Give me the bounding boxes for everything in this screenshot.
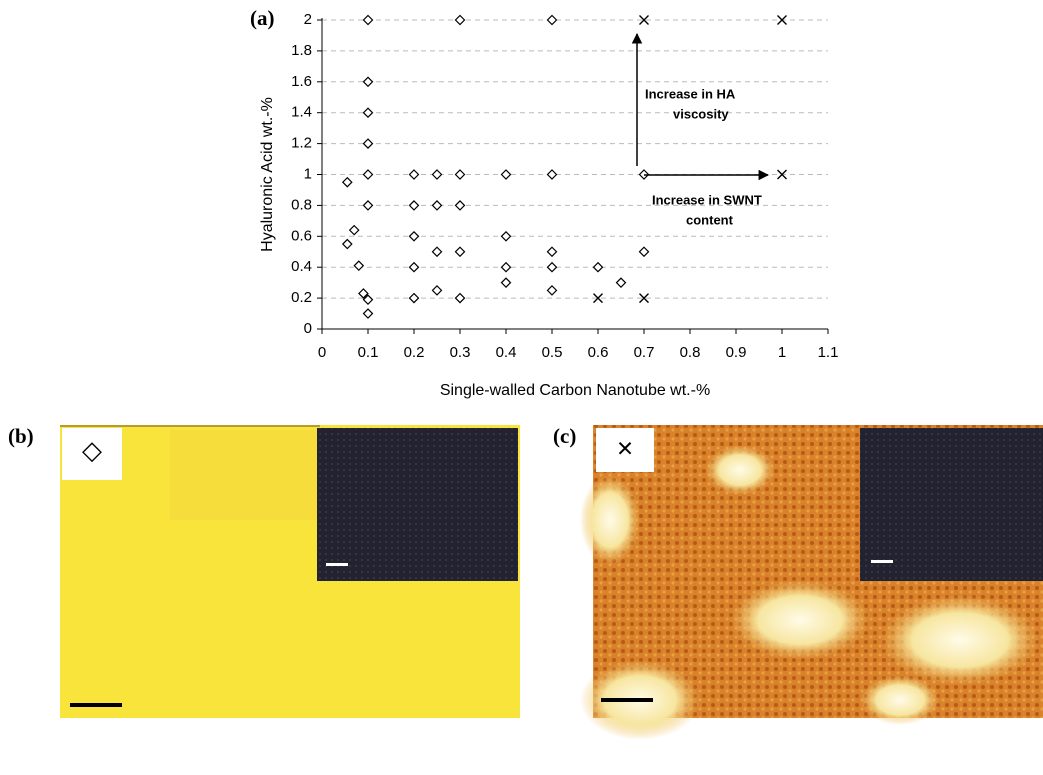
symbol-box (62, 428, 122, 480)
diamond-point (362, 294, 374, 305)
texture (170, 430, 320, 520)
diamond-point (362, 169, 374, 180)
x-tick-label: 0.5 (542, 344, 563, 361)
scale-bar (601, 698, 653, 702)
diamond-point (408, 261, 420, 273)
diamond-point (362, 200, 374, 211)
y-tick-label: 0.2 (291, 289, 312, 306)
texture (730, 580, 870, 660)
diamond-point (454, 200, 466, 211)
diamond-point (362, 14, 374, 26)
diamond-point (431, 200, 443, 211)
inset (860, 428, 1043, 581)
x-tick-label: 0 (318, 344, 326, 361)
diamond-point (431, 169, 443, 180)
diamond-point (454, 169, 466, 180)
x-tick-label: 1.1 (818, 344, 839, 361)
y-tick-label: 1.4 (291, 104, 312, 121)
y-tick-label: 0.4 (291, 258, 312, 275)
panel-label: (a) (250, 6, 275, 30)
texture (860, 675, 940, 725)
diamond-point (500, 261, 512, 273)
x-tick-label: 0.4 (496, 344, 517, 361)
x-tick-label: 0.7 (634, 344, 655, 361)
symbol: × (617, 432, 633, 463)
plot-area: 0 0.2 0.4 0.6 0.8 1 1.2 1.4 1.6 1.8 2 0 0.1 0.2 0.3 0.4… (259, 11, 838, 399)
symbol-box (596, 428, 654, 472)
diamond-point (454, 14, 466, 26)
diamond-point (546, 261, 558, 273)
y-tick-label: 0 (304, 320, 312, 337)
y-tick-label: 1.6 (291, 73, 312, 90)
texture (580, 475, 640, 565)
scale-bar (326, 563, 348, 566)
y-tick-label: 2 (304, 11, 312, 28)
y-tick-label: 1 (304, 165, 312, 182)
x-tick-label: 0.8 (680, 344, 701, 361)
diamond-point (454, 292, 466, 304)
diamond-point (500, 230, 512, 242)
diamond-point (500, 277, 512, 288)
diamond-point (454, 246, 466, 258)
x-tick-label: 0.2 (404, 344, 425, 361)
diamond-point (615, 277, 627, 288)
edge (60, 425, 320, 427)
diamond-point (341, 238, 353, 250)
diamond-point (546, 285, 558, 296)
diamond-point (408, 292, 420, 304)
x-tick-label: 0.1 (358, 344, 379, 361)
diamond-point (358, 288, 369, 299)
y-axis-label: Hyaluronic Acid wt.-% (259, 97, 276, 252)
panel-label: (b) (8, 424, 34, 448)
diamond-point (408, 169, 420, 180)
cross-point (777, 169, 787, 180)
diamond-point (431, 285, 443, 296)
diamond-point (431, 246, 443, 258)
x-tick-label: 0.9 (726, 344, 747, 361)
diamond-point (341, 176, 353, 188)
diamond-point (546, 14, 558, 26)
diamond-point (353, 260, 365, 272)
texture (880, 595, 1040, 685)
diamond-point (362, 76, 374, 88)
diamond-point (408, 230, 420, 242)
annotation: Increase in SWNT (652, 192, 762, 207)
diamond-point (362, 138, 374, 149)
annotation: content (686, 212, 734, 227)
inset (317, 428, 518, 581)
x-tick-label: 1 (778, 344, 786, 361)
x-tick-label: 0.3 (450, 344, 471, 361)
panel-label: (c) (553, 424, 576, 448)
scale-bar (70, 703, 122, 707)
diamond-point (348, 224, 360, 236)
cross-point (639, 293, 649, 304)
y-tick-label: 1.8 (291, 42, 312, 59)
diamond-point (638, 246, 650, 258)
scale-bar (871, 560, 893, 563)
x-axis-label: Single-walled Carbon Nanotube wt.-% (440, 382, 710, 399)
texture (705, 445, 775, 495)
diamond-point (546, 246, 558, 258)
annotation: viscosity (673, 106, 729, 121)
y-tick-label: 0.6 (291, 227, 312, 244)
y-tick-label: 0.8 (291, 196, 312, 213)
diamond-point (408, 200, 420, 211)
diamond-point (546, 169, 558, 180)
diamond-point (362, 308, 374, 319)
cross-point (593, 293, 603, 304)
x-tick-label: 0.6 (588, 344, 609, 361)
symbol: ◇ (82, 435, 102, 465)
diamond-point (500, 169, 512, 180)
diamond-point (362, 107, 374, 119)
cross-point (639, 15, 649, 25)
cross-point (777, 15, 787, 25)
diamond-point (592, 261, 604, 273)
y-tick-label: 1.2 (291, 135, 312, 152)
annotation: Increase in HA (645, 86, 736, 101)
